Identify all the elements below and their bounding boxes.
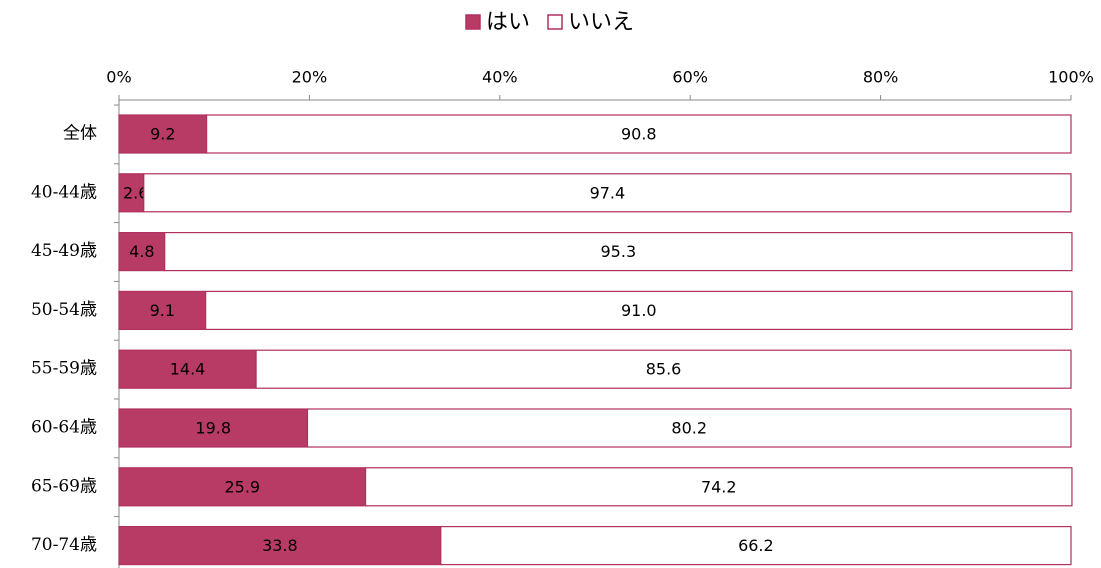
bar-segment [118,525,442,566]
y-tick-label: 50-54歳 [31,300,97,320]
data-label: 74.2 [701,477,737,496]
bar-segment [255,349,1072,389]
bar-segment [306,408,1072,448]
data-label: 95.3 [601,242,637,261]
bar-segment [118,173,145,213]
bar-segment [440,525,1072,566]
y-tick-label: 45-49歳 [31,241,97,261]
bar-segment [164,232,1073,272]
y-tick-label: 70-74歳 [31,535,97,555]
data-label: 66.2 [738,536,774,555]
data-label: 9.1 [150,301,175,320]
y-tick-label: 40-44歳 [31,182,97,202]
legend-label: いいえ [568,10,634,35]
bar-segment [364,467,1073,507]
data-label: 19.8 [195,419,231,438]
data-label: 4.8 [129,242,154,261]
y-tick-label: 60-64歳 [31,418,97,438]
data-label: 97.4 [590,183,626,202]
legend-swatch [547,14,563,30]
data-label: 33.8 [262,536,298,555]
bar-segment [205,290,1073,330]
data-label: 80.2 [671,419,707,438]
data-label: 9.2 [150,125,175,144]
data-label: 25.9 [224,477,260,496]
legend-label: はい [486,10,530,35]
x-tick-label: 20% [292,68,328,87]
x-tick-label: 40% [482,68,518,87]
x-tick-label: 80% [863,68,899,87]
data-label: 90.8 [621,125,657,144]
bar-segment [118,467,367,507]
data-label: 2.6 [123,183,148,202]
bar-segment [118,408,309,448]
y-tick-label: 65-69歳 [31,476,97,496]
y-tick-label: 55-59歳 [31,359,97,379]
bar-segment [118,349,257,389]
bar-segment [118,290,207,330]
data-label: 14.4 [170,360,206,379]
bar-segment [205,114,1072,154]
bar-segment [143,173,1072,213]
y-tick-label: 全体 [63,124,97,144]
data-label: 85.6 [646,360,682,379]
x-tick-label: 60% [672,68,708,87]
x-tick-label: 0% [106,68,131,87]
data-label: 91.0 [621,301,657,320]
x-tick-label: 100% [1048,68,1094,87]
legend-swatch [465,14,481,30]
